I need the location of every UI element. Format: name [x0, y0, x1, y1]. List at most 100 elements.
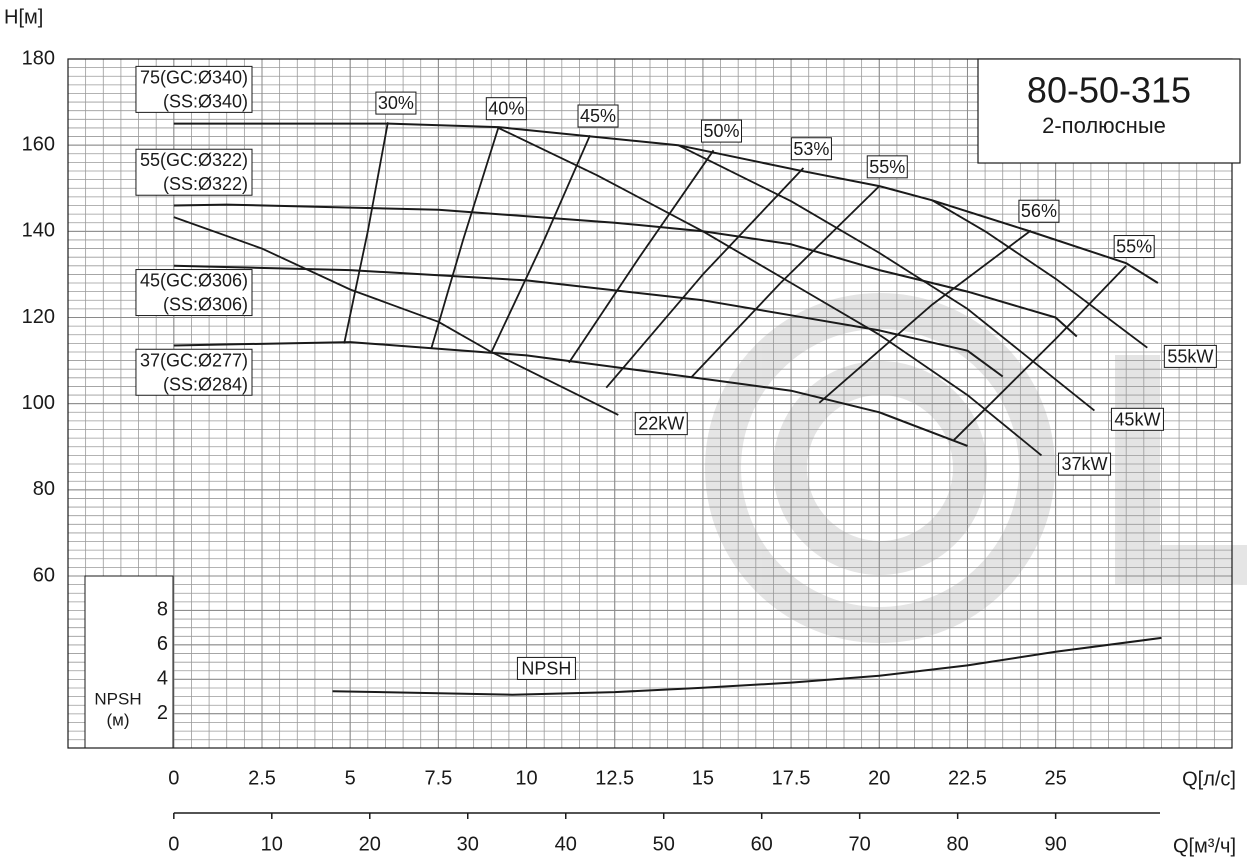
efficiency-line: [690, 185, 880, 379]
title-box: [977, 58, 1241, 164]
power-label: 22kW: [638, 414, 684, 434]
npsh-axis-title: NPSH: [94, 689, 141, 708]
x2-tick-label: 60: [751, 833, 773, 855]
impeller-label: (SS:Ø322): [163, 174, 248, 194]
label-box: [1058, 452, 1112, 476]
power-label: 45kW: [1114, 409, 1160, 429]
power-line: [677, 144, 1095, 412]
label-box: [634, 412, 688, 436]
x-tick-label: 20: [868, 767, 890, 789]
efficiency-label: 56%: [1021, 201, 1057, 221]
power-line: [173, 216, 619, 416]
npsh-label: NPSH: [521, 658, 571, 678]
label-box: [1018, 199, 1060, 223]
x-tick-label: 10: [515, 767, 537, 789]
x2-tick-label: 70: [849, 833, 871, 855]
power-label: 37kW: [1062, 454, 1108, 474]
label-box: [866, 155, 908, 179]
label-box: [135, 348, 253, 396]
head-curve: [173, 341, 968, 447]
impeller-label: (SS:Ø340): [163, 91, 248, 111]
y-tick-label: 60: [33, 564, 55, 586]
x-tick-label: 0: [168, 767, 179, 789]
impeller-label: 37(GC:Ø277): [140, 350, 248, 370]
x-tick-label: 7.5: [424, 767, 452, 789]
power-label: 55kW: [1167, 346, 1213, 366]
npsh-axis-unit: (м): [106, 710, 129, 729]
efficiency-label: 40%: [488, 99, 524, 119]
y-tick-label: 160: [22, 133, 55, 155]
efficiency-line: [568, 149, 715, 364]
efficiency-line: [490, 134, 591, 353]
x2-tick-label: 20: [359, 833, 381, 855]
x2-tick-label: 0: [168, 833, 179, 855]
head-curve: [173, 122, 1159, 284]
chart-subtitle: 2-полюсные: [1042, 113, 1166, 138]
x2-tick-label: 50: [653, 833, 675, 855]
npsh-tick-label: 6: [157, 633, 168, 655]
impeller-label: (SS:Ø284): [163, 374, 248, 394]
efficiency-label: 55%: [869, 157, 905, 177]
efficiency-line: [343, 122, 389, 344]
label-box: [375, 91, 417, 115]
power-line: [931, 199, 1148, 349]
label-box: [135, 65, 253, 113]
label-box: [1110, 407, 1164, 431]
efficiency-label: 45%: [580, 106, 616, 126]
head-curve: [173, 203, 1078, 338]
npsh-tick-label: 4: [157, 667, 168, 689]
y-tick-label: 140: [22, 220, 55, 242]
y-axis-title: H[м]: [4, 6, 43, 28]
efficiency-label: 53%: [793, 139, 829, 159]
efficiency-line: [952, 265, 1127, 442]
label-box: [577, 104, 619, 128]
label-box: [485, 97, 527, 121]
x2-axis-title: Q[м³/ч]: [1173, 835, 1236, 857]
x2-tick-label: 80: [947, 833, 969, 855]
label-box: [135, 148, 253, 196]
x2-tick-label: 10: [261, 833, 283, 855]
x-tick-label: 15: [692, 767, 714, 789]
y-tick-label: 80: [33, 478, 55, 500]
chart-title: 80-50-315: [1027, 70, 1191, 111]
label-box: [516, 656, 576, 680]
efficiency-line: [430, 127, 500, 349]
x2-tick-label: 40: [555, 833, 577, 855]
label-box: [1163, 344, 1217, 368]
label-box: [790, 137, 832, 161]
curves: [173, 122, 1162, 696]
efficiency-line: [605, 167, 805, 389]
npsh-panel: [84, 575, 174, 749]
label-box: [700, 119, 743, 143]
x-tick-label: 17.5: [772, 767, 811, 789]
x-axis-title: Q[л/с]: [1182, 768, 1236, 790]
watermark-ring: [773, 361, 987, 575]
y-tick-label: 120: [22, 306, 55, 328]
power-line: [497, 127, 1043, 457]
y-tick-label: 180: [22, 47, 55, 69]
label-box: [135, 269, 253, 317]
impeller-label: 75(GC:Ø340): [140, 67, 248, 87]
y-tick-label: 100: [22, 392, 55, 414]
x-tick-label: 2.5: [248, 767, 276, 789]
impeller-label: 45(GC:Ø306): [140, 271, 248, 291]
efficiency-line: [818, 229, 1032, 404]
plot-frame: [67, 58, 1233, 749]
x-tick-label: 12.5: [595, 767, 634, 789]
efficiency-label: 30%: [378, 93, 414, 113]
watermark-ring: [705, 293, 1055, 643]
x2-tick-label: 90: [1045, 833, 1067, 855]
impeller-label: 55(GC:Ø322): [140, 150, 248, 170]
head-curve: [173, 264, 1004, 378]
x-tick-label: 5: [345, 767, 356, 789]
npsh-tick-label: 2: [157, 702, 168, 724]
x2-tick-label: 30: [457, 833, 479, 855]
efficiency-label: 50%: [703, 121, 739, 141]
impeller-label: (SS:Ø306): [163, 295, 248, 315]
x-tick-label: 25: [1045, 767, 1067, 789]
efficiency-label: 55%: [1116, 237, 1152, 257]
npsh-curve: [332, 636, 1162, 696]
label-box: [1113, 235, 1155, 259]
x-tick-label: 22.5: [948, 767, 987, 789]
